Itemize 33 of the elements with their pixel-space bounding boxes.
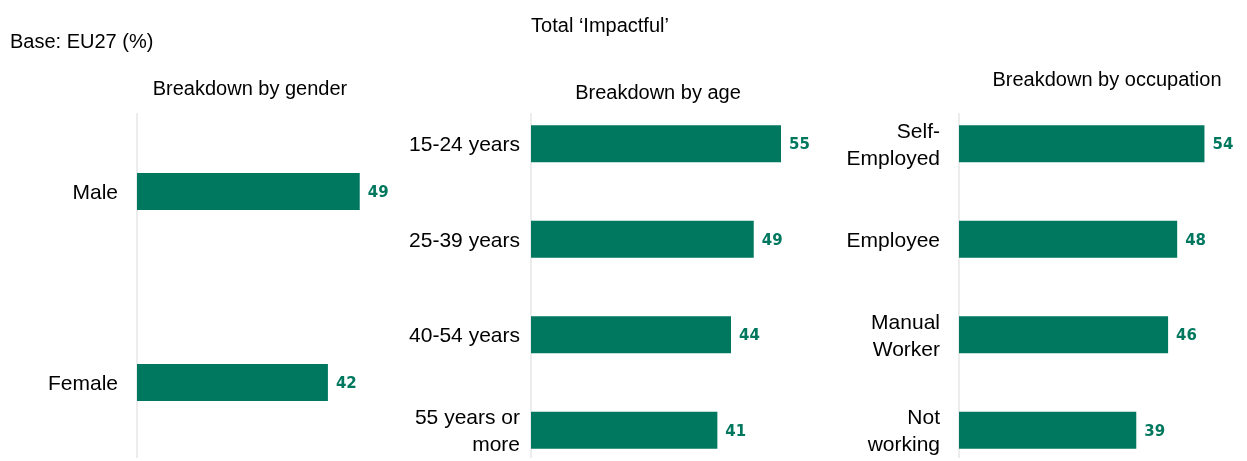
y-tick-label: Male — [72, 179, 118, 203]
data-label: 41 — [725, 421, 747, 440]
y-tick-label: 15-24 years — [409, 132, 520, 156]
chart-title: Breakdown by occupation — [992, 68, 1222, 90]
data-label: 42 — [335, 373, 357, 392]
y-tick-label: Not working — [866, 405, 941, 456]
text: Base: EU27 (%) — [10, 30, 154, 52]
y-tick-label: 25-39 years — [409, 227, 520, 251]
data-label: 55 — [789, 135, 810, 153]
data-label: 49 — [761, 230, 783, 249]
y-tick-label: Self-Employed — [846, 118, 940, 169]
bar — [959, 125, 1205, 163]
data-label: 54 — [1212, 135, 1234, 153]
y-tick-label: Female — [47, 370, 118, 394]
chart-title: Breakdown by gender — [152, 77, 348, 99]
y-tick-label: 40-54 years — [409, 323, 520, 347]
data-label: 46 — [1176, 326, 1197, 344]
bar — [959, 411, 1137, 449]
chart-title: Total ‘Impactful’ — [531, 14, 669, 36]
data-label: 44 — [739, 326, 760, 344]
y-tick-label: 55 years or more — [414, 405, 520, 456]
data-label: 49 — [367, 182, 389, 201]
bar — [531, 316, 731, 354]
y-tick-label: Manual Worker — [871, 309, 940, 360]
data-label: 39 — [1144, 421, 1166, 440]
data-label: 48 — [1185, 230, 1207, 249]
bar — [531, 220, 754, 258]
y-tick-label: Employee — [846, 227, 940, 251]
bar — [531, 411, 718, 449]
bar — [959, 316, 1169, 354]
bar — [959, 220, 1178, 258]
chart-subtitle: Breakdown by age — [575, 81, 741, 103]
bar — [531, 125, 781, 163]
